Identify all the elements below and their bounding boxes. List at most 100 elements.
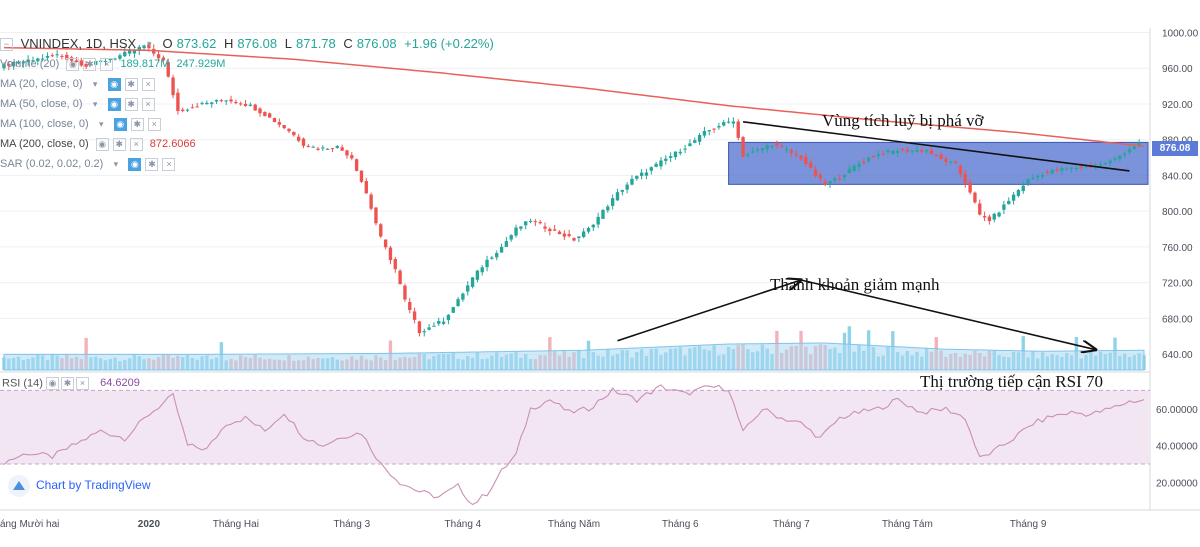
price-tick-label: 1000.00 — [1162, 28, 1199, 39]
candles — [2, 41, 1141, 337]
candle-body — [1002, 204, 1006, 210]
candle-body — [1045, 171, 1050, 173]
candle-body — [253, 104, 257, 111]
indicator-ma50[interactable]: MA (50, close, 0) ▾ ◉ ✱ × — [0, 96, 159, 112]
candle-body — [1016, 190, 1021, 196]
gear-icon[interactable]: ✱ — [83, 57, 97, 71]
candle-body — [760, 148, 765, 151]
indicator-volume[interactable]: Volume (20) ◉ ✱ × 189.817M 247.929M — [0, 56, 229, 72]
chevron-down-icon[interactable]: ▾ — [92, 78, 98, 89]
candle-body — [726, 121, 731, 123]
chevron-down-icon[interactable]: ▾ — [113, 158, 119, 169]
candle-body — [316, 148, 320, 150]
candle-body — [1118, 155, 1122, 160]
candle-body — [630, 178, 634, 185]
candle-body — [548, 228, 552, 232]
symbol-label[interactable]: VNINDEX, 1D, HSX — [20, 36, 137, 51]
rsi-label: RSI (14) — [2, 377, 43, 390]
candle-body — [31, 60, 35, 62]
eye-icon[interactable]: ◉ — [107, 77, 121, 91]
candle-body — [741, 137, 745, 157]
candle-body — [1007, 200, 1011, 205]
candle-body — [900, 148, 905, 150]
eye-icon[interactable]: ◉ — [46, 377, 60, 390]
candle-body — [127, 50, 132, 54]
price-tick-label: 760.00 — [1162, 243, 1193, 254]
indicator-ma200[interactable]: MA (200, close, 0) ◉ ✱ × 872.6066 — [0, 136, 200, 152]
gear-icon[interactable]: ✱ — [145, 157, 159, 171]
close-label: C — [343, 36, 353, 51]
indicator-label: MA (50, close, 0) — [0, 98, 83, 110]
indicator-sar[interactable]: SAR (0.02, 0.02, 0.2) ▾ ◉ ✱ × — [0, 156, 179, 172]
collapse-icon[interactable]: − — [0, 38, 13, 52]
candle-body — [1103, 163, 1108, 165]
candle-body — [263, 112, 267, 117]
candle-body — [504, 241, 509, 247]
candle-body — [470, 277, 475, 287]
chevron-down-icon[interactable]: ▾ — [147, 39, 152, 50]
candle-body — [968, 182, 972, 193]
eye-icon[interactable]: ◉ — [107, 97, 121, 111]
time-axis[interactable]: áng Mười hai 2020 Tháng Hai Tháng 3 Tháng 4 T… — [0, 519, 1047, 530]
rsi-legend[interactable]: RSI (14) ◉ ✱ × 64.6209 — [2, 377, 140, 390]
eye-icon[interactable]: ◉ — [113, 117, 127, 131]
indicator-ma100[interactable]: MA (100, close, 0) ▾ ◉ ✱ × — [0, 116, 165, 132]
annotation-consolidation: Vùng tích luỹ bị phá vỡ — [822, 111, 984, 130]
annotation-rsi: Thị trường tiếp cận RSI 70 — [920, 372, 1103, 391]
gear-icon[interactable]: ✱ — [124, 77, 138, 91]
close-icon[interactable]: × — [162, 157, 176, 171]
candle-body — [857, 163, 861, 167]
candle-body — [393, 259, 397, 270]
candle-body — [1069, 167, 1074, 169]
gear-icon[interactable]: ✱ — [112, 137, 126, 151]
candle-body — [552, 229, 557, 231]
eye-icon[interactable]: ◉ — [66, 57, 80, 71]
high-label: H — [223, 36, 234, 51]
close-value: 876.08 — [356, 36, 397, 51]
candle-body — [538, 221, 542, 224]
candle-body — [939, 154, 943, 159]
rsi-axis[interactable]: 60.00000 40.00000 20.00000 — [1156, 405, 1198, 490]
candle-body — [1122, 153, 1127, 155]
time-tick-label: Tháng 7 — [773, 519, 810, 530]
candle-body — [422, 331, 426, 333]
indicator-ma20[interactable]: MA (20, close, 0) ▾ ◉ ✱ × — [0, 76, 159, 92]
candle-body — [1060, 168, 1064, 171]
candle-body — [615, 192, 620, 201]
candle-body — [234, 102, 238, 104]
eye-icon[interactable]: ◉ — [128, 157, 142, 171]
candle-body — [446, 314, 451, 321]
tradingview-branding[interactable]: Chart by TradingView — [8, 474, 151, 497]
gear-icon[interactable]: ✱ — [124, 97, 138, 111]
gear-icon[interactable]: ✱ — [61, 377, 75, 390]
candle-body — [664, 158, 668, 161]
candle-body — [891, 150, 895, 154]
price-axis[interactable]: 1000.00960.00920.00880.00840.00800.00760… — [1162, 28, 1199, 361]
chevron-down-icon[interactable]: ▾ — [98, 118, 104, 129]
candle-body — [683, 148, 687, 150]
close-icon[interactable]: × — [141, 97, 155, 111]
candle-body — [678, 151, 682, 154]
candle-body — [920, 150, 924, 152]
candle-body — [842, 175, 847, 178]
close-icon[interactable]: × — [129, 137, 143, 151]
candle-body — [26, 59, 30, 63]
candle-body — [40, 58, 45, 60]
time-tick-label: 2020 — [138, 519, 161, 530]
candle-body — [601, 210, 605, 219]
candle-body — [84, 63, 88, 67]
close-icon[interactable]: × — [147, 117, 161, 131]
gear-icon[interactable]: ✱ — [130, 117, 144, 131]
eye-icon[interactable]: ◉ — [95, 137, 109, 151]
time-tick-label: Tháng 6 — [662, 519, 699, 530]
close-icon[interactable]: × — [100, 57, 114, 71]
candle-body — [325, 148, 330, 150]
candle-body — [847, 168, 852, 174]
close-icon[interactable]: × — [141, 77, 155, 91]
candle-body — [176, 92, 180, 112]
close-icon[interactable]: × — [76, 377, 90, 390]
rsi-band — [0, 389, 1150, 465]
chevron-down-icon[interactable]: ▾ — [92, 98, 98, 109]
candle-body — [1040, 175, 1045, 177]
